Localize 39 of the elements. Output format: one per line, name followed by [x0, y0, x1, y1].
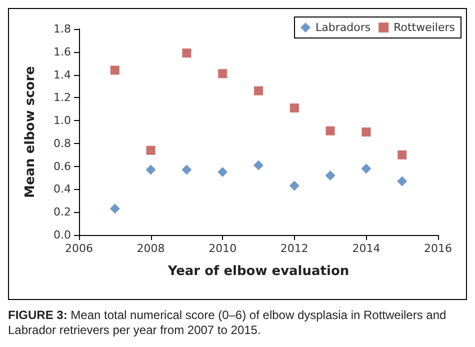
y-tick-label: 0.4	[54, 182, 71, 196]
point	[325, 170, 336, 180]
point	[218, 167, 228, 178]
point	[362, 128, 371, 136]
x-tick-label: 2008	[136, 242, 165, 255]
y-tick-label: 0.8	[54, 136, 71, 150]
x-tick-label: 2006	[65, 242, 93, 255]
x-tick-label: 2012	[280, 242, 308, 255]
point	[146, 146, 156, 155]
point	[182, 48, 192, 58]
y-tick-label: 0.0	[54, 228, 71, 242]
y-tick-label: 1.4	[54, 68, 71, 82]
caption: FIGURE 3: Mean total numerical score (0–6) of elbow dysplasia in Rottweilers and Labrador retrievers per year from 2007 to 2015.	[8, 308, 448, 338]
point	[289, 180, 300, 191]
y-axis-title: Mean elbow score	[23, 66, 38, 198]
legend-label: Rottweilers	[394, 21, 456, 34]
point	[361, 164, 372, 174]
x-tick-label: 2010	[208, 242, 237, 255]
x-tick-label: 2016	[424, 242, 452, 255]
point	[218, 69, 228, 78]
y-tick-label: 1.2	[54, 91, 71, 104]
y-tick-label: 1.6	[54, 45, 71, 58]
legend-label: Labradors	[316, 21, 371, 34]
point	[182, 164, 192, 175]
point	[398, 150, 407, 160]
y-tick-label: 0.2	[54, 206, 71, 219]
point	[254, 86, 263, 96]
point	[290, 103, 299, 112]
x-tick-label: 2014	[352, 242, 380, 255]
y-tick-label: 0.6	[54, 160, 71, 173]
point	[254, 160, 264, 170]
point	[110, 204, 120, 214]
point	[326, 126, 335, 136]
y-tick-label: 1.0	[54, 114, 71, 128]
y-tick-label: 1.8	[54, 22, 71, 36]
point	[110, 66, 120, 75]
x-axis-title: Year of elbow evaluation	[166, 264, 350, 279]
point	[146, 164, 156, 175]
point	[397, 176, 408, 186]
